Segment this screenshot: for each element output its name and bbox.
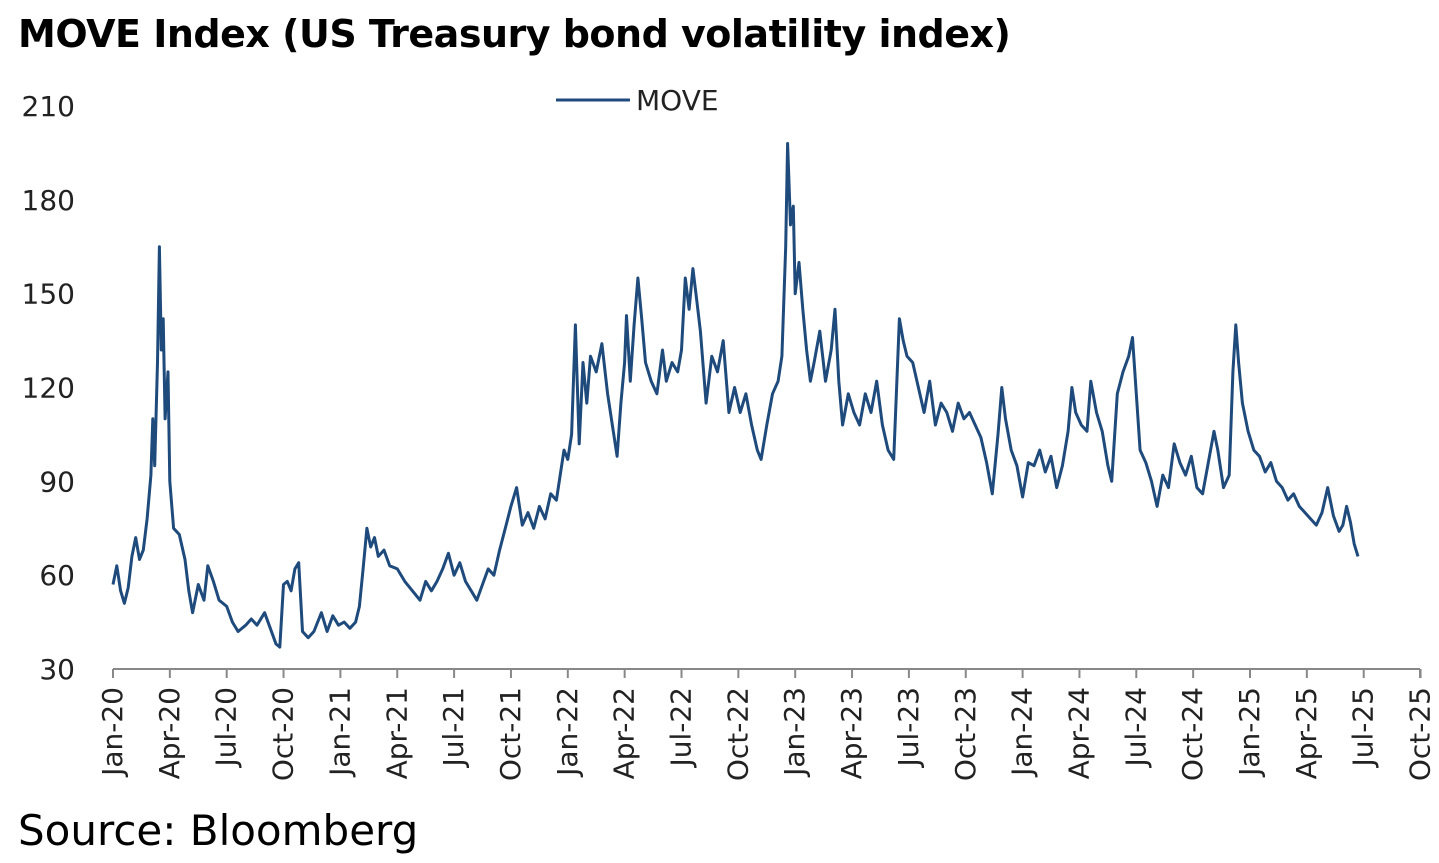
- series-line-move: [111, 142, 1360, 649]
- x-tick-label: Apr-24: [1062, 687, 1095, 779]
- x-tick-label: Oct-25: [1404, 687, 1437, 781]
- x-tick-label: Jul-23: [892, 687, 925, 769]
- x-tick-label: Apr-23: [835, 687, 868, 779]
- y-tick-label: 120: [22, 372, 75, 405]
- y-tick-label: 180: [22, 184, 75, 217]
- x-tick-label: Jul-20: [210, 687, 243, 769]
- x-tick-label: Jan-20: [96, 687, 129, 778]
- x-tick-label: Apr-20: [153, 687, 186, 779]
- y-tick-label: 150: [22, 278, 75, 311]
- chart-title: MOVE Index (US Treasury bond volatility …: [18, 12, 1011, 56]
- x-tick-label: Jul-25: [1347, 687, 1380, 769]
- x-tick-label: Jul-24: [1119, 687, 1152, 769]
- legend-label: MOVE: [636, 84, 719, 117]
- x-tick-label: Jul-22: [665, 687, 698, 769]
- x-tick-label: Jan-25: [1233, 687, 1266, 778]
- x-tick-label: Apr-21: [380, 687, 413, 779]
- x-tick-label: Jan-23: [778, 687, 811, 778]
- x-tick-label: Oct-20: [267, 687, 300, 781]
- x-tick-label: Oct-22: [721, 687, 754, 781]
- source-note: Source: Bloomberg: [18, 806, 419, 855]
- x-tick-label: Apr-25: [1290, 687, 1323, 779]
- x-tick-label: Jan-22: [551, 687, 584, 778]
- x-tick-label: Oct-24: [1176, 687, 1209, 781]
- y-tick-label: 60: [39, 559, 75, 592]
- legend: MOVE: [556, 84, 719, 117]
- y-tick-label: 210: [22, 90, 75, 123]
- x-tick-label: Jan-24: [1006, 687, 1039, 778]
- x-tick-label: Jul-21: [437, 687, 470, 769]
- x-tick-label: Apr-22: [608, 687, 641, 779]
- x-tick-label: Oct-23: [949, 687, 982, 781]
- x-axis: Jan-20 Apr-20 Jul-20 Oct-20 Jan-21 Apr-21 Jul-…: [96, 668, 1437, 781]
- x-tick-label: Jan-21: [323, 687, 356, 778]
- y-tick-label: 90: [39, 465, 75, 498]
- series-layer: [111, 142, 1360, 649]
- y-axis: 30 60 90 120 150 180 210: [22, 90, 75, 686]
- y-tick-label: 30: [39, 653, 75, 686]
- x-tick-label: Oct-21: [494, 687, 527, 781]
